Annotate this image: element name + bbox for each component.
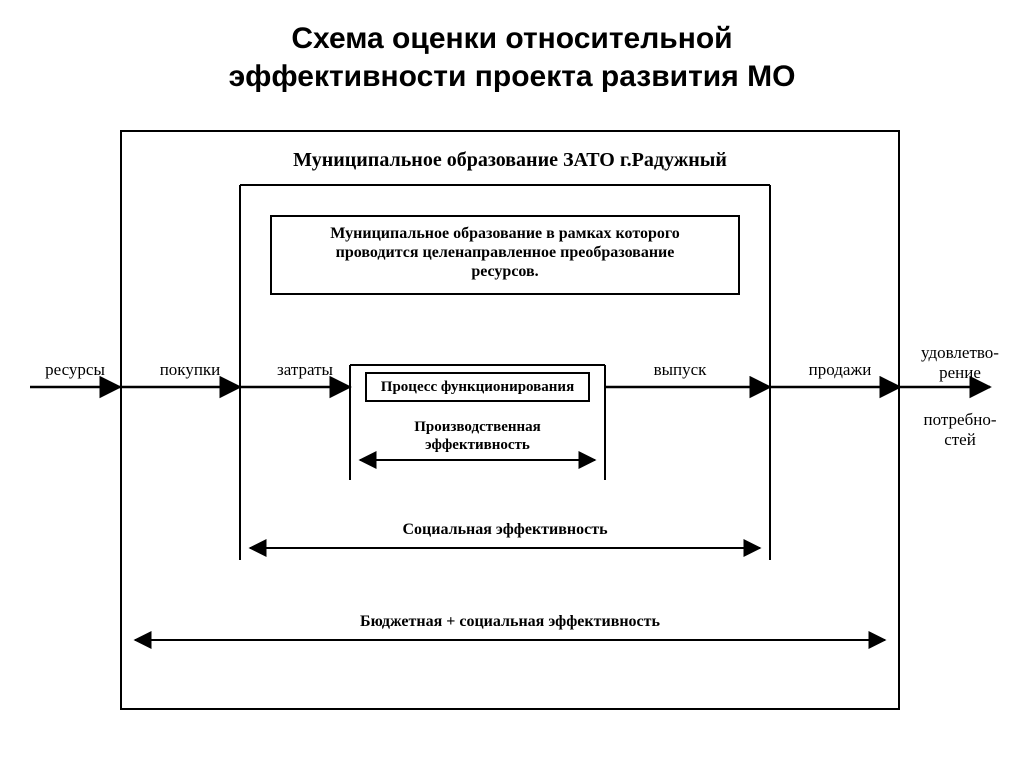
diagram-canvas: Схема оценки относительной эффективности… <box>0 0 1024 768</box>
outer-box-title-text: Муниципальное образование ЗАТО г.Радужны… <box>293 149 727 171</box>
production-effectiveness-label: Производственная эффективность <box>365 418 590 454</box>
flow-sat-l1: удовлетво- <box>921 343 999 362</box>
title-line-1: Схема оценки относительной <box>291 22 732 55</box>
flow-label-costs: затраты <box>265 360 345 380</box>
flow-label-resources: ресурсы <box>35 360 115 380</box>
flow-purchases-text: покупки <box>160 360 221 379</box>
process-label: Процесс функционирования <box>365 378 590 396</box>
title-line-2: эффективности проекта развития МО <box>229 60 796 93</box>
inner-description-text: Муниципальное образование в рамках котор… <box>270 224 740 282</box>
inner-desc-l1: Муниципальное образование в рамках котор… <box>330 225 680 242</box>
flow-needs-l1: потребно- <box>924 410 997 429</box>
page-title: Схема оценки относительной эффективности… <box>0 20 1024 95</box>
social-effectiveness-label: Социальная эффективность <box>240 520 770 539</box>
flow-sat-l2: рение <box>939 363 981 382</box>
inner-desc-l3: ресурсов. <box>471 263 538 280</box>
flow-costs-text: затраты <box>277 360 333 379</box>
budget-effectiveness-label: Бюджетная + социальная эффективность <box>120 612 900 631</box>
outer-box-title: Муниципальное образование ЗАТО г.Радужны… <box>120 148 900 172</box>
prod-eff-l2: эффективность <box>425 437 530 453</box>
prod-eff-l1: Производственная <box>414 419 541 435</box>
flow-label-output: выпуск <box>640 360 720 380</box>
flow-label-purchases: покупки <box>150 360 230 380</box>
flow-label-satisfaction: удовлетво- рение <box>910 343 1010 384</box>
inner-desc-l2: проводится целенаправленное преобразован… <box>336 244 675 261</box>
budget-eff-text: Бюджетная + социальная эффективность <box>360 613 660 630</box>
flow-label-needs: потребно- стей <box>910 410 1010 451</box>
flow-resources-text: ресурсы <box>45 360 105 379</box>
flow-output-text: выпуск <box>654 360 707 379</box>
social-eff-text: Социальная эффективность <box>402 521 607 538</box>
flow-label-sales: продажи <box>800 360 880 380</box>
flow-sales-text: продажи <box>809 360 872 379</box>
process-label-text: Процесс функционирования <box>381 379 574 395</box>
flow-needs-l2: стей <box>944 430 976 449</box>
